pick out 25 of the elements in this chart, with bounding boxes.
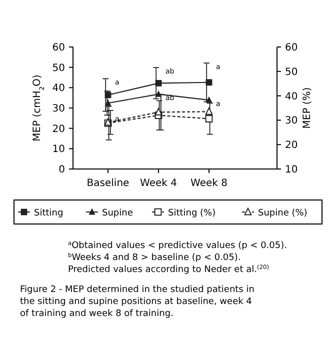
y2-axis-title: MEP (%) <box>302 87 313 129</box>
y2-tick-label: 10 <box>285 164 298 176</box>
legend-label: Sitting <box>34 208 64 218</box>
text: $^{b}$Weeks 4 and 8 > baseline (p < 0.05). <box>68 252 241 263</box>
y-tick-label: 50 <box>52 62 65 74</box>
x-tick-label: Baseline <box>86 178 130 189</box>
text: Predicted values according to Neder et al.$^{(20)}$ <box>68 264 269 275</box>
y2-tick-label: 50 <box>285 66 298 78</box>
y-tick-label: 0 <box>58 164 65 176</box>
text: $^{a}$Obtained values < predictive values (p < 0.05). <box>68 241 287 251</box>
legend-label: Supine (%) <box>258 208 308 218</box>
y2-tick-label: 20 <box>285 140 298 152</box>
y-tick-label: 40 <box>52 83 65 94</box>
x-tick-label: Week 8 <box>190 178 228 189</box>
y2-tick-label: 60 <box>285 42 298 54</box>
y-tick-label: 30 <box>52 104 65 114</box>
y2-tick-label: 30 <box>285 116 298 127</box>
caption: Figure 2 - MEP determined in the studied patients in the sitting and supine positions at baseline, week 4 of training and week 8 of training. <box>20 285 254 319</box>
y-tick-label: 20 <box>52 124 65 135</box>
y-tick-label: 60 <box>52 42 65 54</box>
y2-tick-label: 40 <box>285 91 298 102</box>
x-tick-label: Week 4 <box>140 178 177 189</box>
legend-label: Supine <box>102 208 134 218</box>
legend-label: Sitting (%) <box>168 208 216 218</box>
y-tick-label: 10 <box>52 144 65 156</box>
